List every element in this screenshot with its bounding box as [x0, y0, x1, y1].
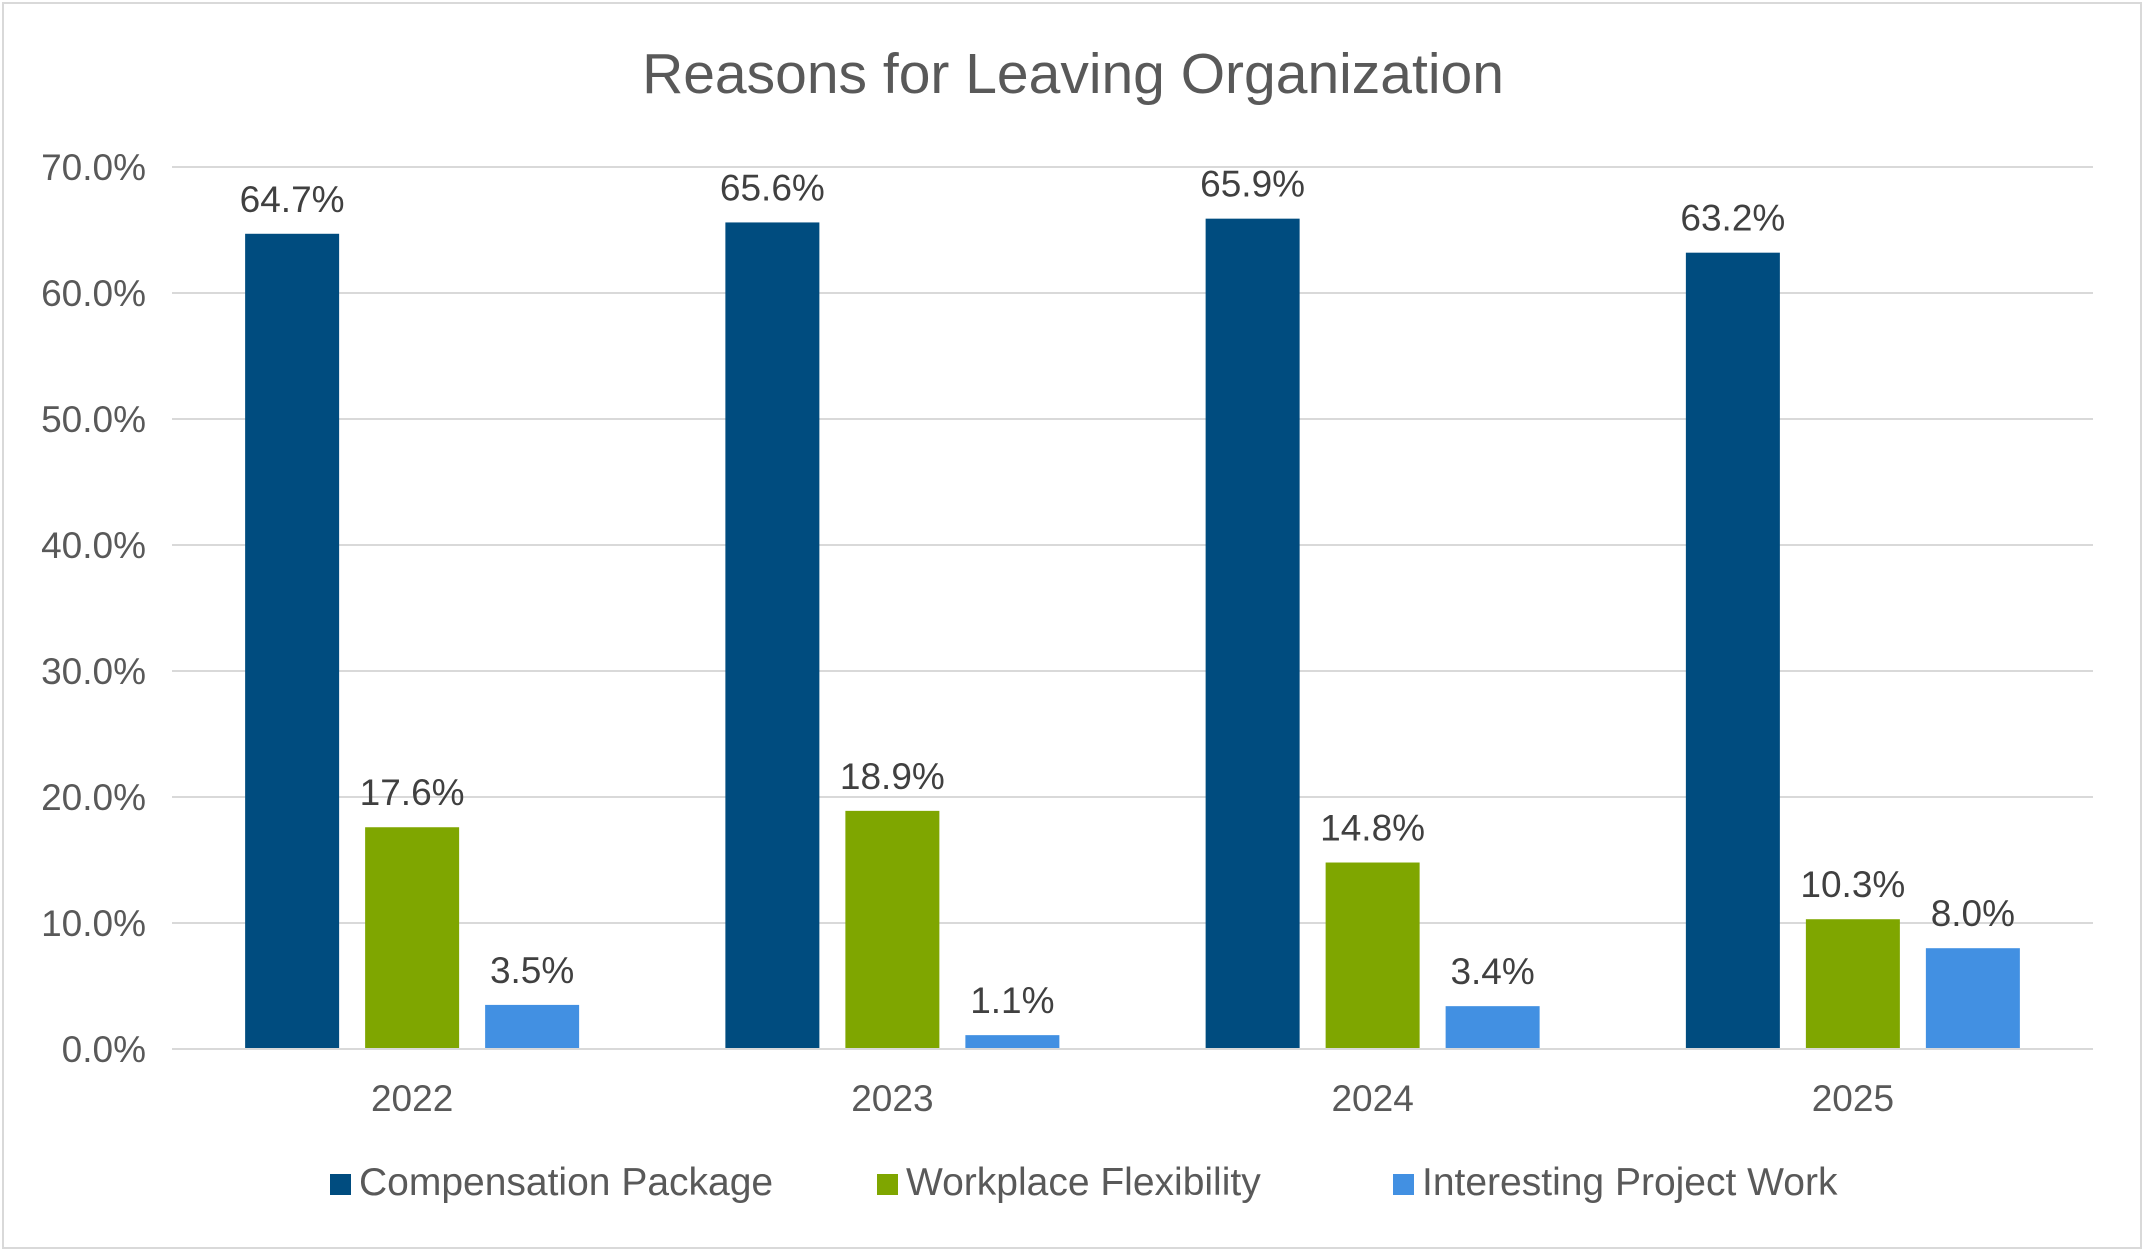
bar-compensation-package-2023 — [725, 222, 820, 1049]
x-tick-label: 2022 — [371, 1078, 453, 1119]
x-tick-label: 2025 — [1812, 1078, 1894, 1119]
bar-interesting-project-work-2022 — [485, 1004, 580, 1049]
x-tick-label: 2023 — [851, 1078, 933, 1119]
data-label: 18.9% — [840, 756, 945, 797]
y-tick-label: 70.0% — [41, 147, 146, 188]
data-label: 65.6% — [720, 167, 825, 208]
y-tick-label: 60.0% — [41, 273, 146, 314]
bar-interesting-project-work-2025 — [1925, 948, 2020, 1049]
bar-workplace-flexibility-2023 — [845, 810, 940, 1049]
data-label: 17.6% — [360, 772, 465, 813]
bar-interesting-project-work-2023 — [965, 1035, 1060, 1049]
data-label: 14.8% — [1320, 808, 1425, 849]
data-label: 63.2% — [1680, 198, 1785, 239]
y-tick-label: 40.0% — [41, 525, 146, 566]
x-axis: 2022 2023 2024 2025 — [172, 1048, 2093, 1119]
y-axis: 0.0% 10.0% 20.0% 30.0% 40.0% 50.0% 60.0% 70.0% — [41, 147, 146, 1070]
legend-label: Compensation Package — [359, 1161, 773, 1204]
y-tick-label: 50.0% — [41, 399, 146, 440]
y-tick-label: 20.0% — [41, 777, 146, 818]
data-label: 1.1% — [970, 980, 1054, 1021]
data-labels: 64.7% 17.6% 3.5% 65.6% 18.9% 1.1% 65.9% 14.8% 3.… — [240, 164, 2015, 1021]
bar-compensation-package-2025 — [1685, 252, 1780, 1049]
data-label: 10.3% — [1800, 864, 1905, 905]
bar-compensation-package-2022 — [245, 233, 340, 1049]
y-tick-label: 0.0% — [62, 1029, 146, 1070]
bar-interesting-project-work-2024 — [1445, 1006, 1540, 1049]
legend-label: Interesting Project Work — [1422, 1161, 1838, 1204]
y-tick-label: 30.0% — [41, 651, 146, 692]
data-label: 65.9% — [1200, 164, 1305, 205]
bars — [245, 218, 2020, 1049]
legend-swatch — [877, 1174, 898, 1195]
x-tick-label: 2024 — [1331, 1078, 1413, 1119]
bar-workplace-flexibility-2025 — [1805, 919, 1900, 1049]
chart-title: Reasons for Leaving Organization — [642, 42, 1504, 106]
bar-workplace-flexibility-2022 — [365, 827, 460, 1049]
bar-compensation-package-2024 — [1205, 218, 1300, 1049]
legend-label: Workplace Flexibility — [906, 1161, 1261, 1204]
y-tick-label: 10.0% — [41, 903, 146, 944]
data-label: 3.4% — [1450, 951, 1534, 992]
bar-workplace-flexibility-2024 — [1325, 862, 1420, 1049]
legend-swatch — [330, 1174, 351, 1195]
data-label: 8.0% — [1931, 893, 2015, 934]
data-label: 64.7% — [240, 179, 345, 220]
legend-swatch — [1393, 1174, 1414, 1195]
data-label: 3.5% — [490, 950, 574, 991]
legend: Compensation Package Workplace Flexibilit… — [330, 1161, 1838, 1204]
